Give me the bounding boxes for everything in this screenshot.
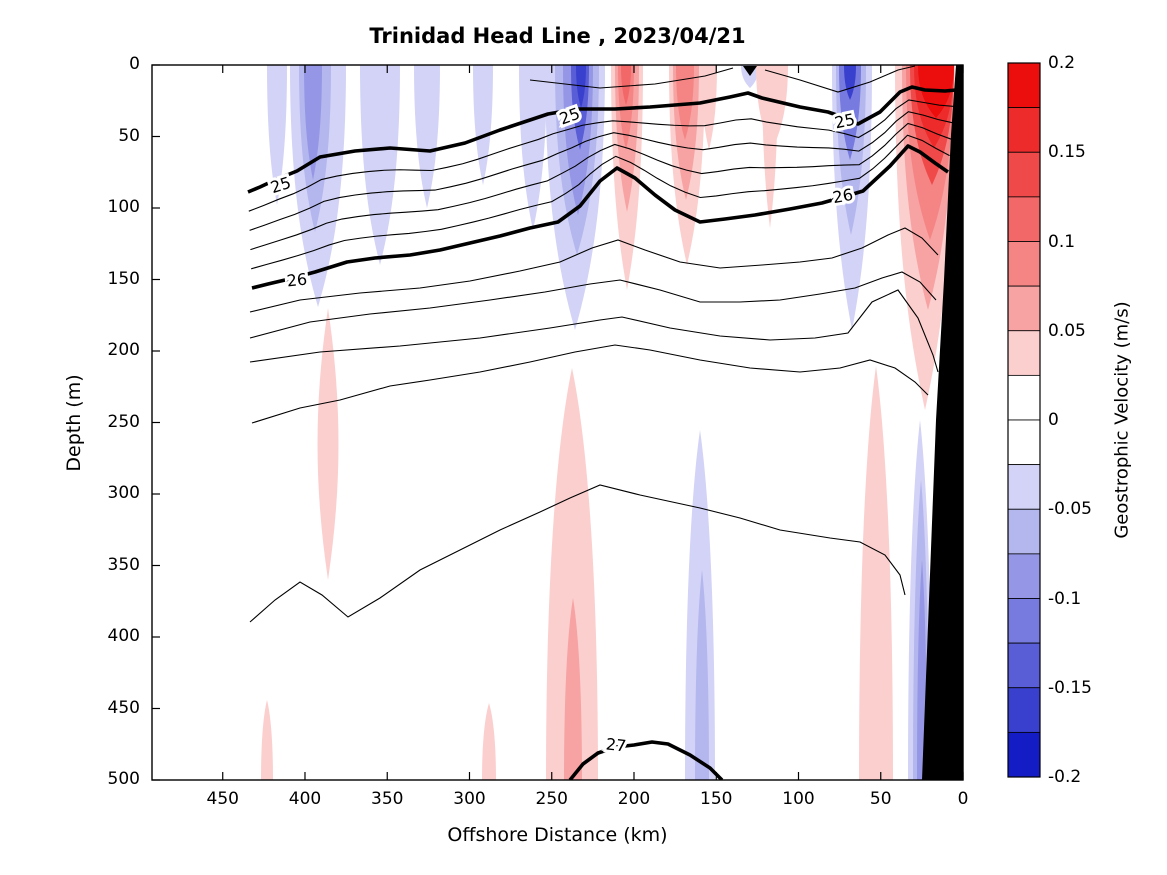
velocity-band <box>304 65 322 180</box>
velocity-band <box>519 65 547 230</box>
colorbar-tick-label: 0.2 <box>1048 53 1076 73</box>
density-contour-thin <box>764 65 916 93</box>
contour-label: 25 <box>268 173 293 197</box>
colorbar-segment <box>1007 598 1041 644</box>
velocity-band <box>844 65 856 100</box>
colorbar-segment <box>1007 731 1041 778</box>
colorbar-segment <box>1007 196 1041 242</box>
x-tick-label: 250 <box>535 789 568 809</box>
colorbar-segment <box>1007 553 1041 599</box>
velocity-band <box>317 308 339 580</box>
y-tick-label: 100 <box>107 197 140 217</box>
velocity-band <box>267 65 287 205</box>
y-tick-label: 250 <box>107 411 140 432</box>
x-tick-label: 100 <box>782 789 815 809</box>
colorbar-tick-label: 0.1 <box>1048 231 1076 252</box>
colorbar-segment <box>1007 151 1041 198</box>
density-contour-bold <box>251 144 950 290</box>
velocity-band <box>762 65 778 228</box>
y-tick-label: 0 <box>129 54 140 74</box>
plot-title: Trinidad Head Line , 2023/04/21 <box>369 24 746 48</box>
density-contour-thin <box>249 271 937 339</box>
colorbar-frame <box>1007 62 1041 778</box>
colorbar-segment <box>1007 62 1041 109</box>
contour-label: 27 <box>605 734 627 755</box>
colorbar-segment <box>1007 241 1041 287</box>
velocity-band <box>576 65 586 108</box>
x-tick-label: 300 <box>453 789 486 809</box>
colorbar-segment <box>1007 508 1041 555</box>
x-tick-label: 400 <box>288 789 322 809</box>
colorbar-label: Geostrophic Velocity (m/s) <box>1111 301 1133 539</box>
velocity-band <box>414 65 440 208</box>
density-contour-thin <box>250 122 952 251</box>
colorbar-segment <box>1007 107 1041 153</box>
colorbar-segment <box>1007 374 1041 421</box>
velocity-band <box>701 65 717 150</box>
surface-marker-icon <box>743 66 757 76</box>
y-tick-label: 400 <box>107 626 140 646</box>
velocity-band <box>859 366 893 780</box>
y-tick-label: 350 <box>107 554 140 575</box>
density-contour-thin <box>251 134 950 270</box>
colorbar-segment <box>1007 419 1041 466</box>
density-contour-thin <box>251 344 929 424</box>
colorbar-segment <box>1007 285 1041 332</box>
y-tick-label: 200 <box>107 340 140 360</box>
density-contour-bold <box>568 740 724 780</box>
y-tick-label: 50 <box>118 125 140 146</box>
density-contour-thin <box>249 289 939 373</box>
velocity-band <box>482 703 496 780</box>
velocity-band <box>695 570 709 780</box>
x-tick-label: 200 <box>617 789 651 809</box>
colorbar-tick-label: 0 <box>1048 410 1059 430</box>
contour-label: 26 <box>831 185 854 207</box>
x-tick-label: 0 <box>957 789 969 809</box>
density-contour-thin <box>529 67 734 89</box>
colorbar-tick-label: -0.05 <box>1048 499 1092 520</box>
x-tick-label: 50 <box>869 789 892 809</box>
y-tick-label: 450 <box>107 697 140 718</box>
x-tick-label: 150 <box>700 789 733 809</box>
bathymetry-mask <box>922 65 963 780</box>
colorbar-segment <box>1007 330 1041 376</box>
velocity-band <box>564 598 582 780</box>
x-tick-label: 350 <box>371 789 404 809</box>
density-contour-thin <box>248 99 955 212</box>
density-contour-thin <box>249 484 906 623</box>
x-axis-label: Offshore Distance (km) <box>447 824 668 846</box>
velocity-band <box>473 65 493 185</box>
colorbar-tick-label: -0.15 <box>1048 677 1092 698</box>
colorbar-segment <box>1007 687 1041 733</box>
density-contour-thin <box>249 111 953 231</box>
velocity-band <box>621 65 631 105</box>
colorbar-segment <box>1007 464 1041 510</box>
x-tick-label: 450 <box>206 789 239 809</box>
density-contour-bold <box>247 85 957 194</box>
colorbar-tick-label: -0.1 <box>1048 588 1082 609</box>
y-tick-label: 500 <box>107 769 140 789</box>
velocity-band <box>546 368 598 780</box>
colorbar-tick-label: 0.15 <box>1048 142 1086 163</box>
colorbar-tick-label: 0.05 <box>1048 320 1086 341</box>
velocity-band <box>261 700 273 780</box>
y-tick-label: 300 <box>107 483 140 503</box>
y-tick-label: 150 <box>107 268 140 289</box>
colorbar-tick-label: -0.2 <box>1048 767 1082 787</box>
colorbar-segment <box>1007 642 1041 689</box>
contour-label: 26 <box>286 269 308 290</box>
velocity-band <box>741 65 759 88</box>
density-contour-thin <box>249 227 939 313</box>
